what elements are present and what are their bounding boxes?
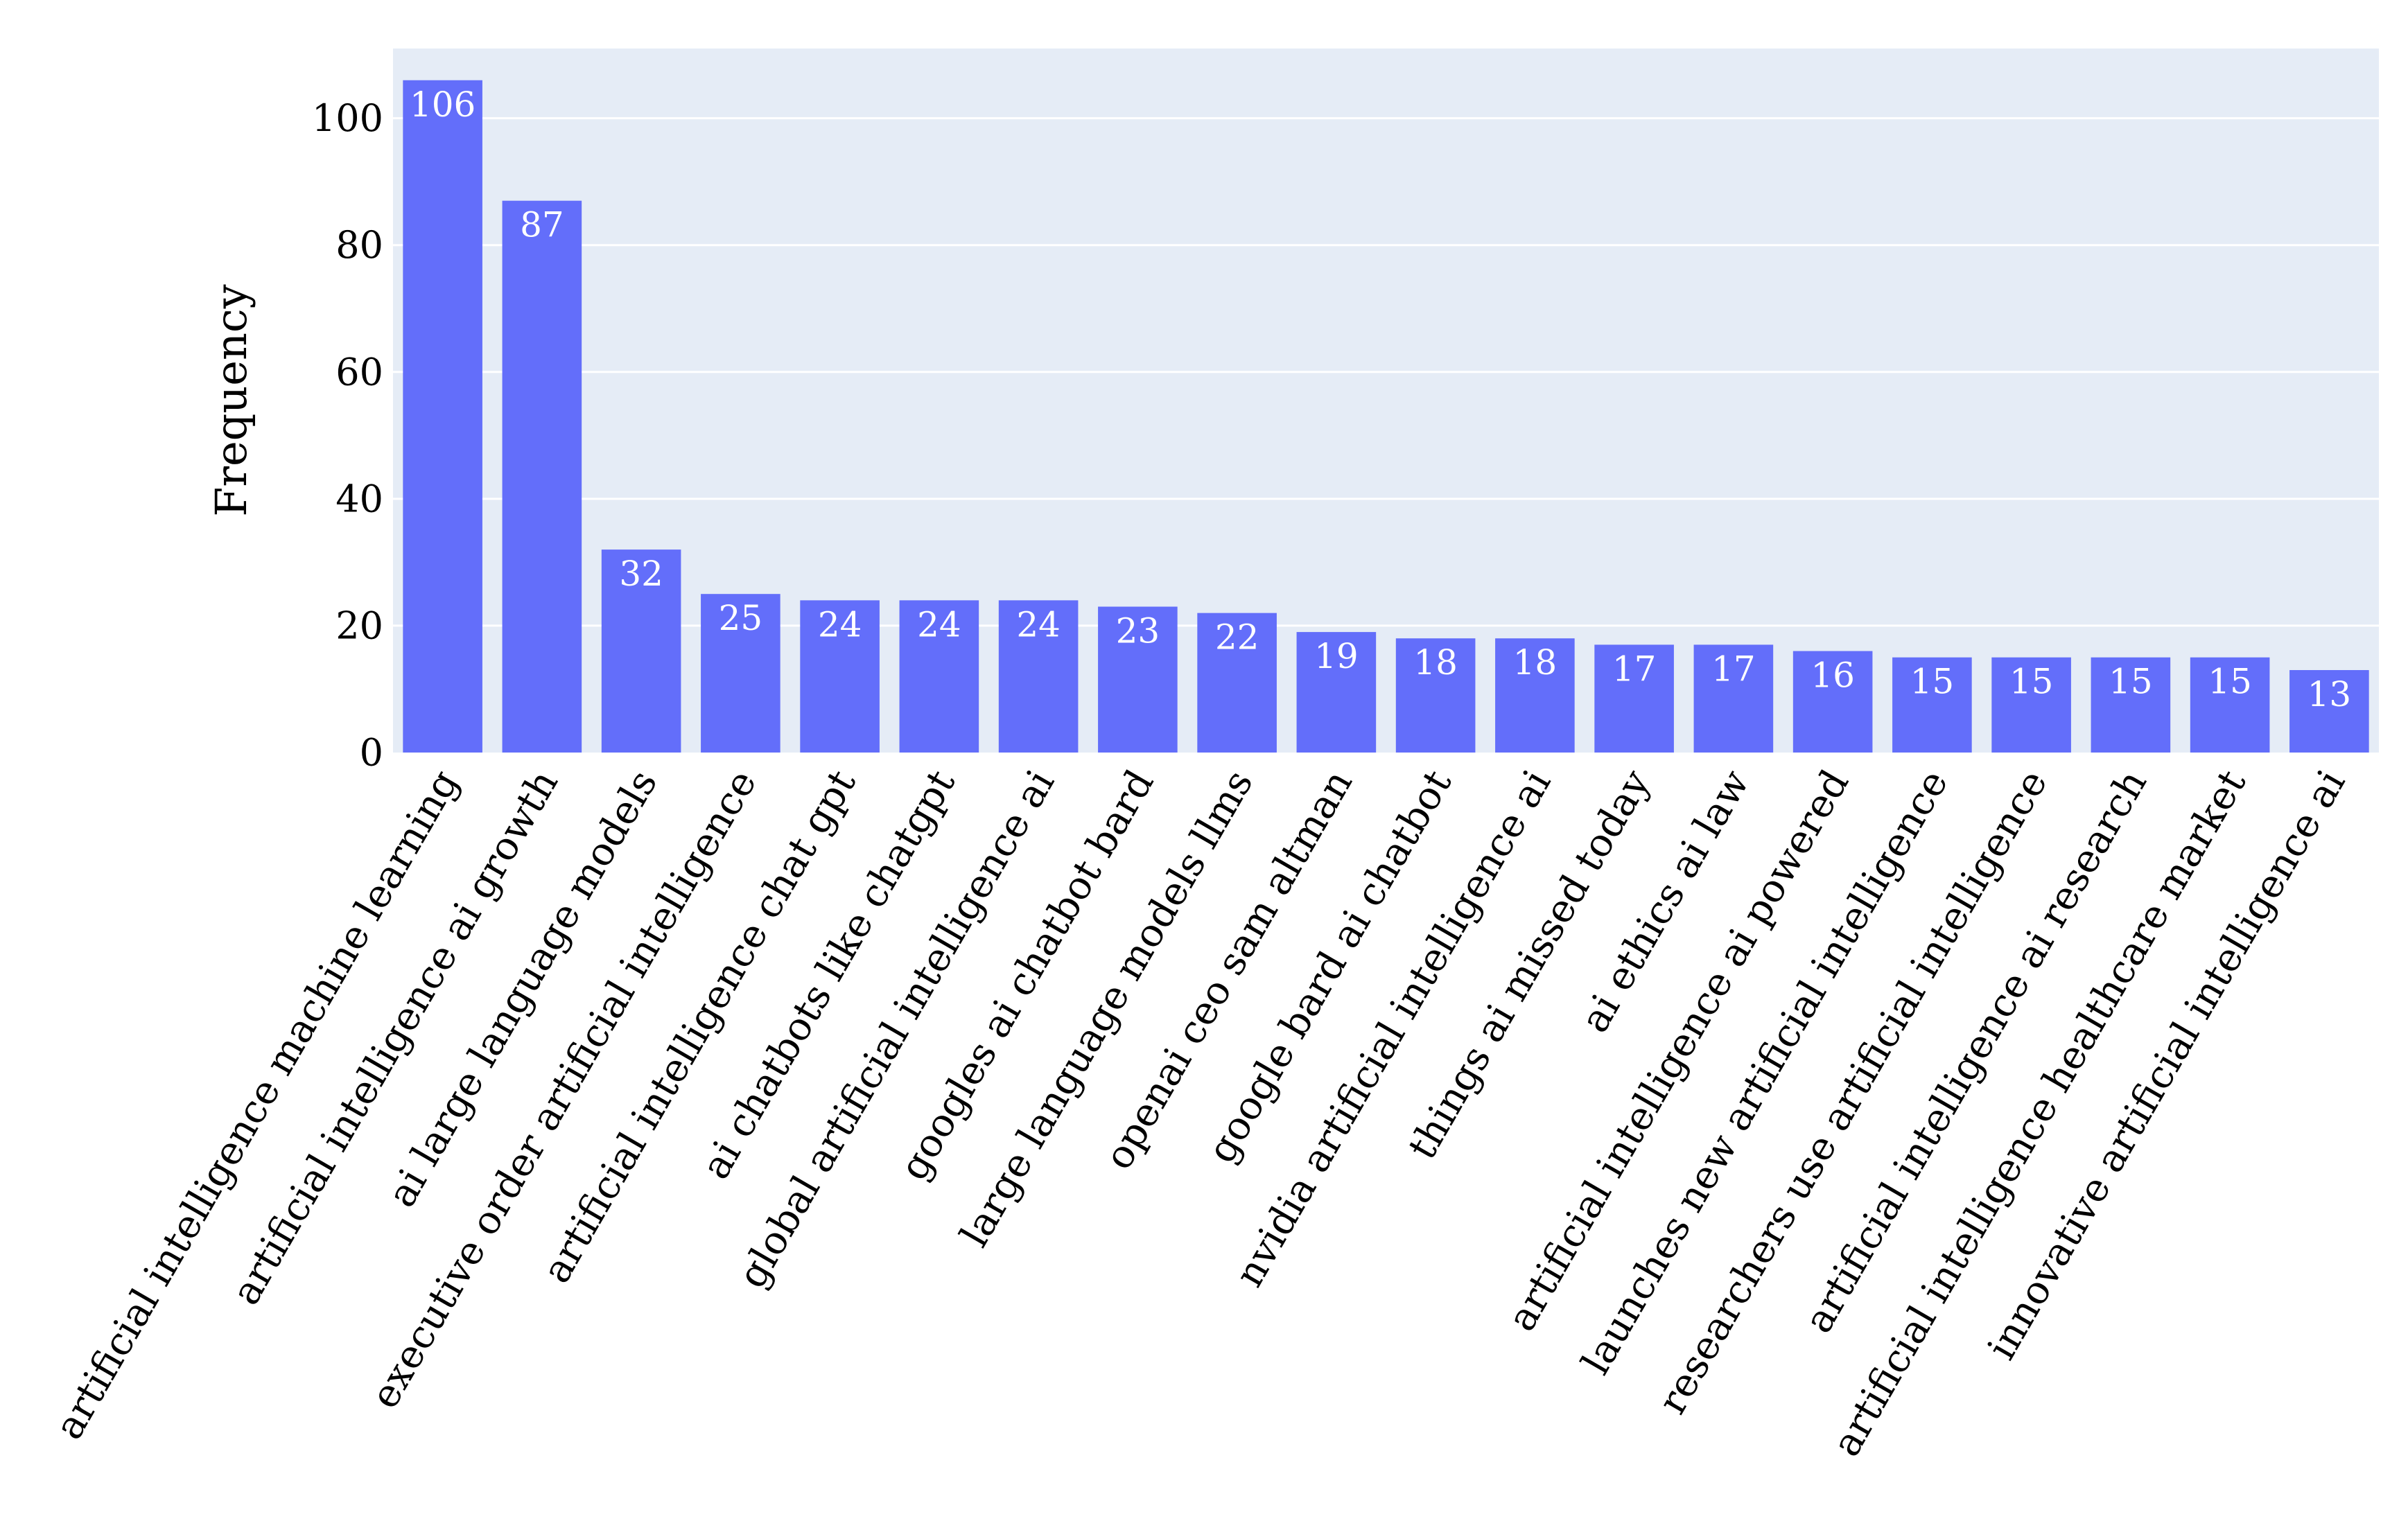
- bar: [1495, 638, 1575, 753]
- bar: [701, 594, 780, 753]
- bar-value-label: 15: [1910, 662, 1955, 702]
- bar-value-label: 18: [1513, 642, 1558, 683]
- bar: [1991, 657, 2071, 753]
- bar-value-label: 15: [2009, 662, 2054, 702]
- bar: [1693, 644, 1774, 753]
- bar: [2190, 657, 2270, 753]
- gridlines: [393, 117, 2379, 627]
- bar-value-labels: 106 87 32 25 24 24 24 23 22 19 18 18 17 17 16 15 15 15 15 1…: [410, 85, 2351, 714]
- bar-value-label: 87: [520, 205, 564, 245]
- plot-background: [393, 49, 2379, 753]
- bar-value-label: 16: [1811, 656, 1855, 696]
- bar: [1395, 638, 1476, 753]
- bar-value-label: 24: [818, 604, 862, 644]
- bars: [403, 80, 2369, 753]
- bar-value-label: 18: [1413, 642, 1458, 683]
- bar-value-label: 15: [2109, 662, 2153, 702]
- bar: [601, 550, 681, 753]
- bar: [2289, 670, 2369, 753]
- y-tick-label: 20: [335, 604, 383, 647]
- bar: [403, 80, 482, 753]
- y-tick-label: 80: [335, 223, 383, 267]
- bar: [998, 600, 1079, 753]
- bar-value-label: 17: [1711, 649, 1756, 689]
- bar-value-label: 106: [410, 85, 476, 125]
- bar: [1892, 657, 1972, 753]
- bar-value-label: 32: [619, 554, 663, 594]
- bar: [1098, 606, 1178, 753]
- bar: [502, 200, 582, 753]
- y-tick-label: 60: [335, 350, 383, 394]
- y-tick-label: 0: [360, 731, 383, 775]
- y-axis-title: Frequency: [206, 284, 256, 516]
- bar: [1197, 613, 1277, 753]
- bar-value-label: 24: [917, 604, 961, 644]
- bar-value-label: 24: [1016, 604, 1061, 644]
- y-tick-label: 40: [335, 477, 383, 520]
- y-tick-label: 100: [312, 96, 383, 140]
- x-axis-ticks: artificial intelligence machine learning…: [46, 762, 2355, 1464]
- bar-value-label: 13: [2307, 674, 2352, 714]
- bar-value-label: 22: [1215, 617, 1259, 658]
- bar-value-label: 25: [719, 598, 763, 638]
- bar-value-label: 15: [2208, 662, 2252, 702]
- bar-value-label: 23: [1116, 610, 1160, 651]
- bar: [800, 600, 880, 753]
- bar: [1594, 644, 1674, 753]
- bar: [2091, 657, 2171, 753]
- bar: [899, 600, 979, 753]
- bar-value-label: 19: [1314, 636, 1359, 676]
- y-axis-ticks: 0 20 40 60 80 100: [312, 96, 383, 774]
- bar-value-label: 17: [1612, 649, 1657, 689]
- bar: [1296, 632, 1377, 753]
- bar: [1792, 651, 1873, 753]
